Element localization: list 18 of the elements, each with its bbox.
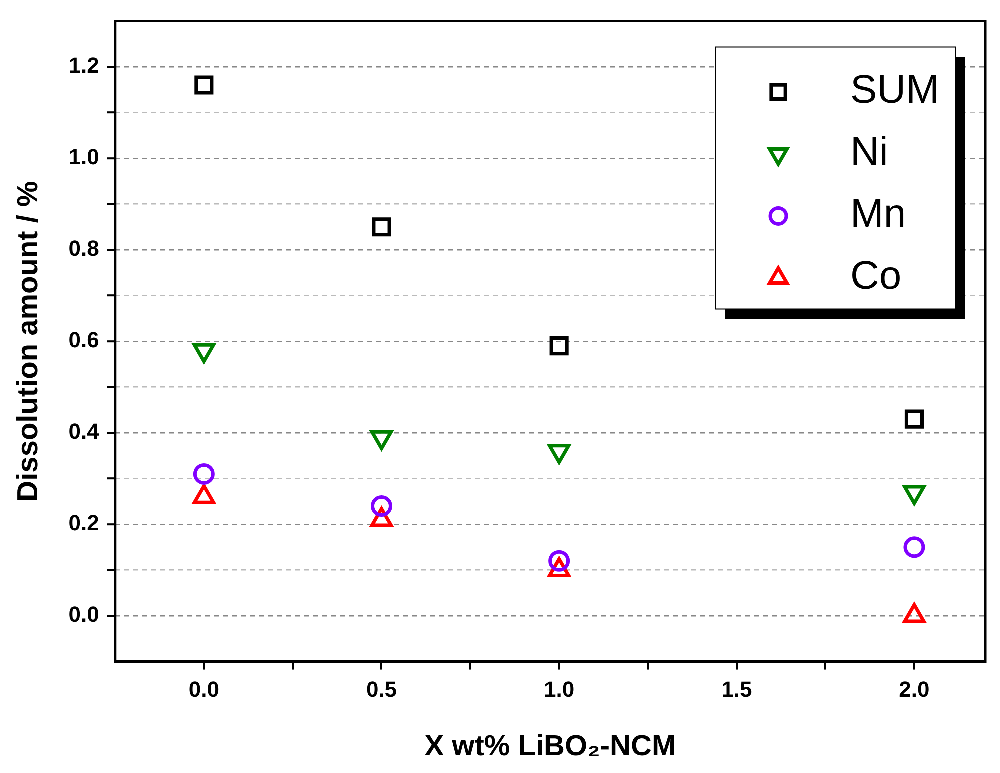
x-tick-label: 0.0 xyxy=(188,677,220,702)
x-axis-title: X wt% LiBO₂-NCM xyxy=(424,730,676,763)
y-axis-title: Dissolution amount / % xyxy=(12,180,44,502)
x-tick-label: 2.0 xyxy=(899,677,930,702)
x-tick-label: 1.0 xyxy=(544,677,575,702)
y-tick-label: 0.8 xyxy=(68,236,100,262)
legend-label: Ni xyxy=(850,130,888,174)
y-tick-label: 0.4 xyxy=(68,419,100,444)
legend-label: Co xyxy=(850,254,902,298)
y-tick-label: 0.0 xyxy=(68,602,100,628)
y-tick-label: 1.0 xyxy=(68,144,100,170)
x-tick-label: 1.5 xyxy=(722,677,752,702)
legend-label: Mn xyxy=(850,192,906,236)
y-tick-label: 1.2 xyxy=(68,53,100,78)
y-tick-label: 0.6 xyxy=(68,328,100,353)
x-tick-label: 0.5 xyxy=(366,677,398,702)
y-tick-label: 0.2 xyxy=(68,510,100,536)
legend-label: SUM xyxy=(850,68,940,112)
